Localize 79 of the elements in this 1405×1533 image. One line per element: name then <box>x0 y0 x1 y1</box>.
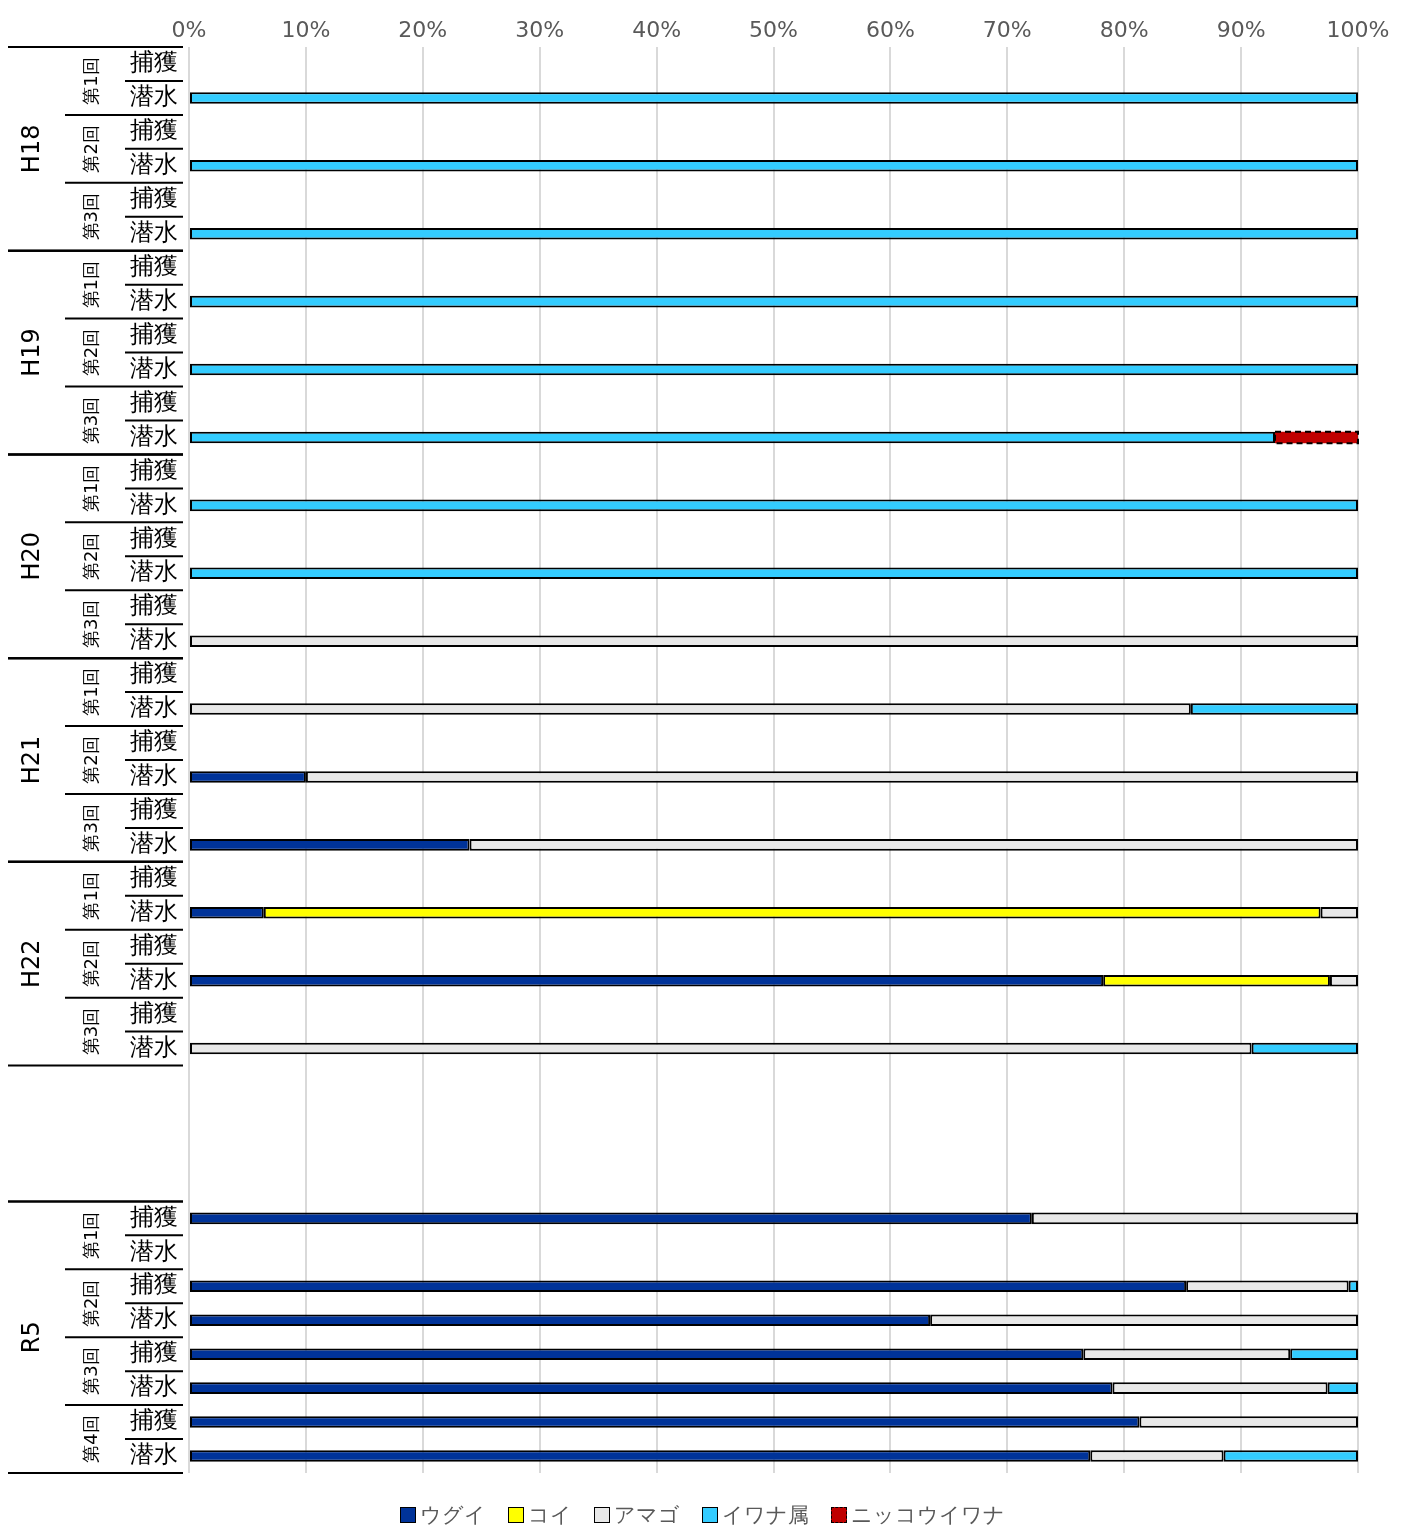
y-tick-label: 潜水 <box>130 150 178 179</box>
text: H22 <box>17 939 46 989</box>
y-tick-label: 潜水 <box>130 1304 178 1333</box>
y-tick-label: 潜水 <box>130 217 178 246</box>
text: 第1回 <box>79 260 101 309</box>
text: 第2回 <box>79 939 101 988</box>
y-tick-label: 潜水 <box>130 489 178 518</box>
text: 第1回 <box>79 1211 101 1260</box>
y-tick-label: 捕獲 <box>130 795 178 824</box>
text: 第2回 <box>79 328 101 377</box>
y-tick-label: 捕獲 <box>130 998 178 1027</box>
text: 第2回 <box>79 1279 101 1327</box>
y-tick-label: 捕獲 <box>130 48 178 77</box>
x-tick-label: 50% <box>749 16 798 42</box>
legend-label: ニッコウイワナ <box>851 1502 1005 1529</box>
text: 第3回 <box>79 396 101 445</box>
y-tick-label: 捕獲 <box>130 591 178 620</box>
y-tick-label: 潜水 <box>130 285 178 314</box>
x-tick-label: 70% <box>982 16 1032 42</box>
y-tick-label: 潜水 <box>130 693 178 722</box>
x-tick-label: 80% <box>1099 16 1149 42</box>
y-tick-label: 捕獲 <box>130 455 178 484</box>
text: 第1回 <box>79 872 101 920</box>
y-tick-label: 潜水 <box>130 1236 178 1265</box>
text: 第3回 <box>79 600 101 648</box>
y-tick-label: 潜水 <box>130 1440 178 1469</box>
y-tick-label: 潜水 <box>130 829 178 858</box>
y-tick-label: 捕獲 <box>130 1270 178 1299</box>
x-tick-label: 20% <box>398 16 448 42</box>
text: 第1回 <box>79 668 101 716</box>
legend-label: イワナ属 <box>722 1502 809 1529</box>
text: 第3回 <box>79 1347 101 1395</box>
y-tick-label: 捕獲 <box>130 930 178 959</box>
y-tick-label: 潜水 <box>130 557 178 586</box>
y-tick-label: 捕獲 <box>130 1338 178 1367</box>
y-tick-label: 捕獲 <box>130 184 178 213</box>
text: 第3回 <box>79 193 101 241</box>
y-tick-label: 潜水 <box>130 82 178 111</box>
x-tick-label: 0% <box>171 16 207 42</box>
x-tick-label: 60% <box>865 16 915 42</box>
y-tick-label: 潜水 <box>130 1372 178 1401</box>
text: 第1回 <box>79 464 101 513</box>
y-tick-label: 捕獲 <box>130 659 178 688</box>
text: R5 <box>17 1321 46 1354</box>
text: 第4回 <box>79 1415 101 1463</box>
text: H19 <box>17 328 46 377</box>
y-tick-label: 潜水 <box>130 897 178 926</box>
y-tick-label: 捕獲 <box>130 863 178 892</box>
y-tick-label: 潜水 <box>130 353 178 382</box>
text: H18 <box>17 124 46 174</box>
y-tick-label: 捕獲 <box>130 319 178 348</box>
text: 第2回 <box>79 736 101 784</box>
text: 第3回 <box>79 804 101 852</box>
x-tick-label: 10% <box>281 16 331 42</box>
y-tick-label: 捕獲 <box>130 387 178 416</box>
x-tick-label: 30% <box>515 16 565 42</box>
text: 第2回 <box>79 125 101 173</box>
y-tick-label: 捕獲 <box>130 727 178 756</box>
text: 第3回 <box>79 1007 101 1056</box>
text: H20 <box>17 531 46 581</box>
y-tick-label: 捕獲 <box>130 1202 178 1231</box>
y-tick-label: 潜水 <box>130 1032 178 1061</box>
text: 第2回 <box>79 532 101 581</box>
y-tick-label: 潜水 <box>130 964 178 993</box>
text: H21 <box>17 735 46 785</box>
y-tick-label: 潜水 <box>130 625 178 654</box>
y-tick-label: 潜水 <box>130 421 178 450</box>
x-tick-label: 100% <box>1326 16 1390 42</box>
legend-label: アマゴ <box>614 1502 680 1529</box>
y-tick-label: 捕獲 <box>130 1406 178 1435</box>
legend-label: ウグイ <box>420 1502 486 1529</box>
text: 第1回 <box>79 57 101 105</box>
x-tick-label: 40% <box>632 16 682 42</box>
y-tick-label: 捕獲 <box>130 523 178 552</box>
legend-label: コイ <box>528 1502 572 1529</box>
y-tick-label: 捕獲 <box>130 251 178 280</box>
x-tick-label: 90% <box>1216 16 1266 42</box>
y-tick-label: 潜水 <box>130 761 178 790</box>
y-tick-label: 捕獲 <box>130 116 178 145</box>
